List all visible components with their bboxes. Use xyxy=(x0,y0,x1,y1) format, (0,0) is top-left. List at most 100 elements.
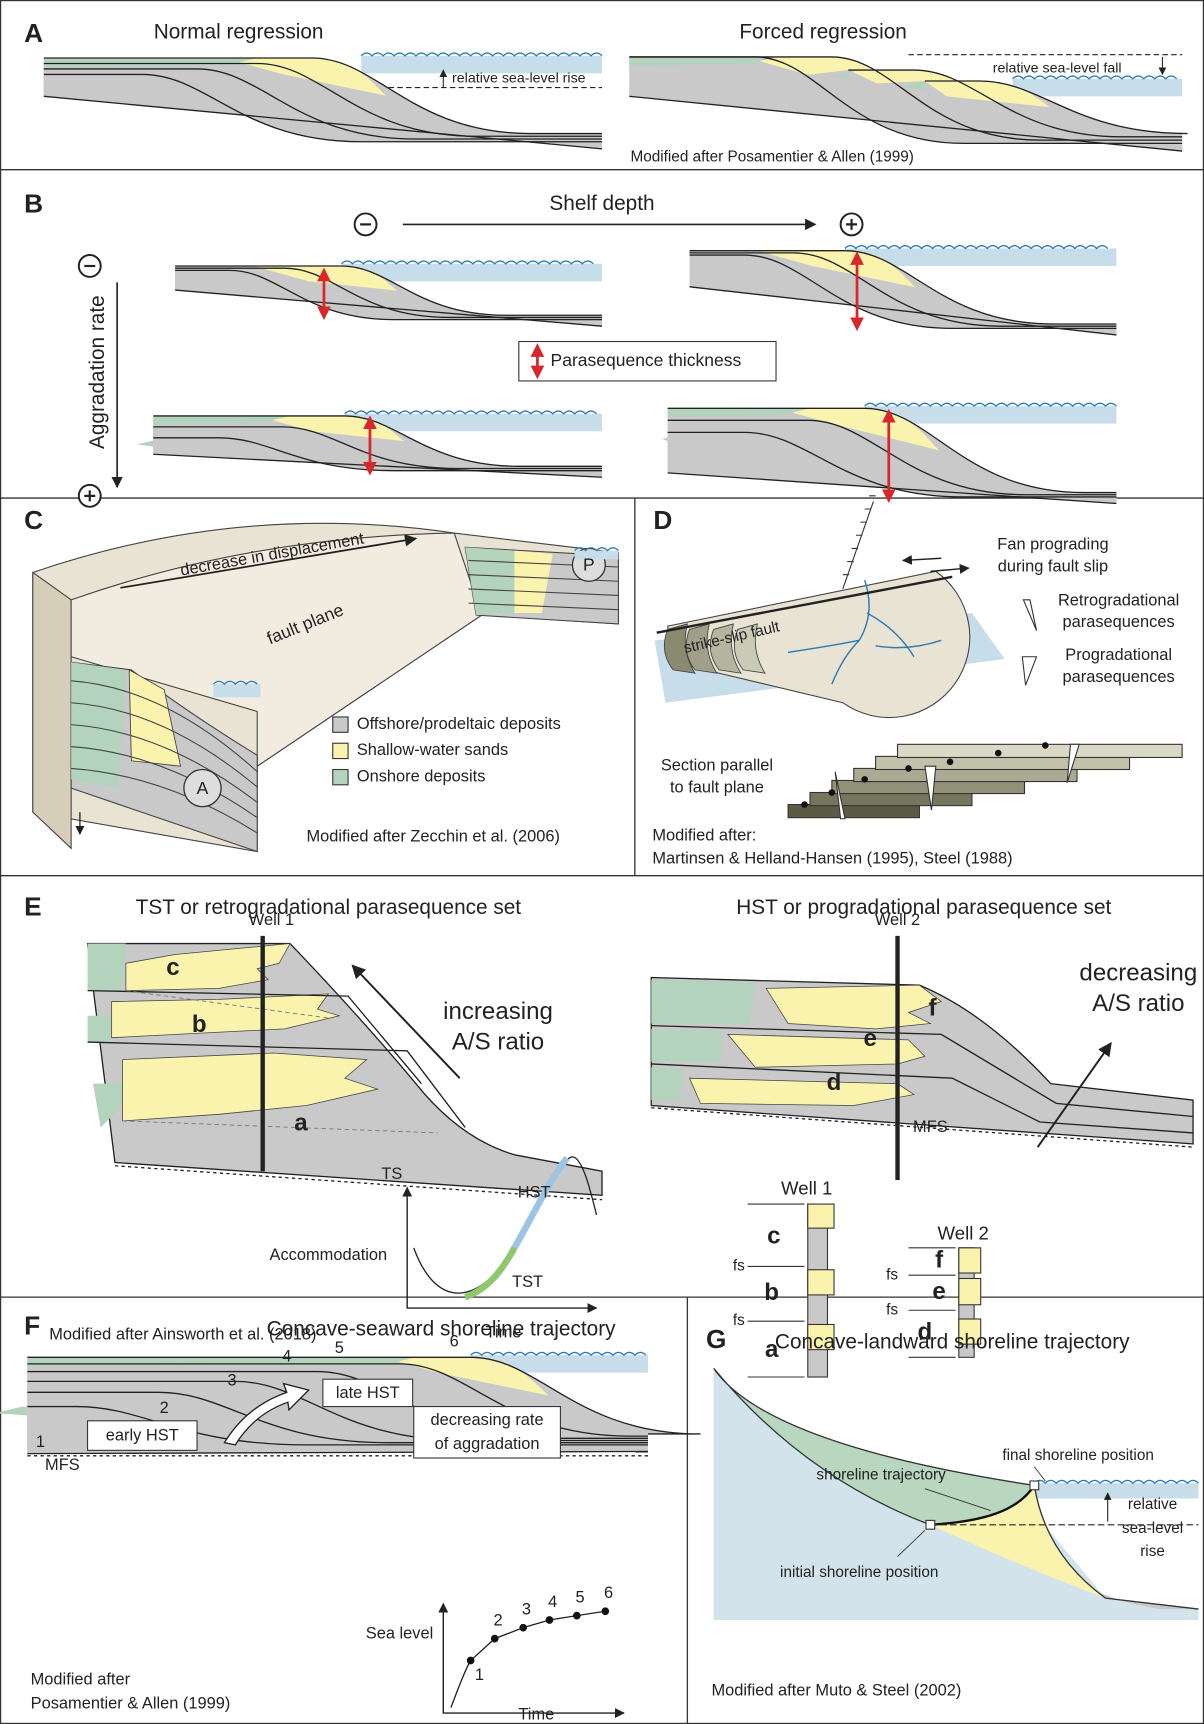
label: parasequences xyxy=(1063,668,1175,686)
label: f xyxy=(935,1246,944,1273)
section-dot xyxy=(1042,742,1049,749)
water xyxy=(574,550,619,560)
panel-label: A xyxy=(24,18,43,48)
label: 6 xyxy=(450,1332,459,1350)
onshore-deposit xyxy=(651,1067,685,1101)
section-dot xyxy=(801,801,808,808)
fault-line xyxy=(656,575,953,634)
clinoform xyxy=(175,269,602,321)
legend-swatch xyxy=(332,742,349,760)
label: Well 2 xyxy=(875,911,920,929)
credit: Martinsen & Helland-Hansen (1995), Steel… xyxy=(652,850,1012,868)
panel-title: HST or progradational parasequence set xyxy=(736,896,1111,919)
shoreface-sand xyxy=(128,669,182,767)
label-box xyxy=(87,1420,198,1451)
basal-surface xyxy=(689,286,1117,336)
onshore-deposit xyxy=(465,547,515,616)
section-dot xyxy=(905,765,912,772)
label: Well 1 xyxy=(249,911,294,929)
onshore-deposit xyxy=(667,408,810,418)
onshore-deposit xyxy=(136,437,165,447)
label: relative sea-level fall xyxy=(993,61,1122,77)
fan-lobe xyxy=(685,623,718,674)
chart-axes xyxy=(402,1186,598,1314)
credit: Modified after Muto & Steel (2002) xyxy=(711,1681,961,1699)
label: increasing xyxy=(443,998,553,1025)
panel-title: Concave-seaward shoreline trajectory xyxy=(267,1317,616,1340)
panel-title: Concave-landward shoreline trajectory xyxy=(775,1331,1130,1354)
basal-surface xyxy=(629,95,1183,152)
label: a xyxy=(765,1336,779,1363)
label: Sea level xyxy=(366,1625,433,1643)
onshore-deposit xyxy=(831,70,860,79)
label: during fault slip xyxy=(998,557,1108,575)
label: Time xyxy=(486,1324,522,1342)
sea-level-point xyxy=(490,1634,499,1643)
fault-scarp xyxy=(842,495,876,590)
log-sand xyxy=(958,1277,982,1306)
shoreface-sand xyxy=(111,993,341,1039)
transgressive-surface xyxy=(114,1165,603,1201)
fan-lobe xyxy=(709,623,742,674)
label: parasequences xyxy=(1063,613,1175,631)
wave xyxy=(844,245,1109,250)
panel-title: TST or retrogradational parasequence set xyxy=(136,896,522,919)
sea-level-curve xyxy=(450,1610,606,1708)
log-sand xyxy=(807,1203,835,1229)
pro-icon xyxy=(1021,656,1038,686)
legend-swatch xyxy=(332,716,349,733)
arrow xyxy=(120,534,418,589)
label: c xyxy=(166,954,179,981)
panel-label: G xyxy=(706,1324,726,1354)
section-dot xyxy=(861,776,868,783)
clinoform xyxy=(153,415,602,467)
key-box xyxy=(518,340,777,382)
offshore-deposit xyxy=(175,265,603,327)
clinoform xyxy=(175,265,602,316)
tst-segment xyxy=(463,1246,518,1301)
clinoform xyxy=(153,426,602,470)
retro-icon xyxy=(834,771,846,820)
shoreline-trajectory xyxy=(930,1484,1036,1526)
onshore-deposit xyxy=(651,979,756,1024)
leader-line xyxy=(897,1466,1046,1557)
sea-level-point xyxy=(601,1607,610,1616)
water xyxy=(213,684,261,698)
log-sand xyxy=(807,1323,835,1351)
log-sand xyxy=(958,1247,982,1274)
onshore-deposit xyxy=(87,1015,112,1043)
credit: Modified after Ainsworth et al. (2018) xyxy=(49,1326,316,1344)
wave xyxy=(341,260,594,265)
panel-title: Normal regression xyxy=(154,20,324,43)
arrow xyxy=(930,563,970,574)
clinoform xyxy=(667,431,1117,498)
offshore-deposit xyxy=(629,81,1188,152)
legend-swatch xyxy=(332,768,349,786)
label: relative xyxy=(1128,1496,1177,1513)
label: fs xyxy=(733,1258,745,1275)
label: Accommodation xyxy=(270,1246,388,1264)
label: 4 xyxy=(548,1593,557,1611)
shoreface-sand xyxy=(777,408,940,451)
label-box xyxy=(322,1378,414,1408)
legend-label: Offshore/prodeltaic deposits xyxy=(357,715,561,733)
strata-line xyxy=(71,724,258,803)
label: e xyxy=(932,1278,945,1305)
log-sand xyxy=(807,1269,835,1296)
flooding-surface xyxy=(87,989,466,1128)
pro-icon xyxy=(1066,743,1080,783)
label: decreasing rate xyxy=(431,1411,544,1429)
offshore-deposit xyxy=(153,415,602,478)
clinoform xyxy=(175,267,602,319)
label: decreasing xyxy=(1079,960,1197,987)
label: sea-level xyxy=(1122,1520,1183,1537)
clinoform xyxy=(27,1356,701,1435)
label: Retrogradational xyxy=(1058,591,1179,609)
label: 3 xyxy=(522,1600,531,1618)
sea-level-point xyxy=(519,1623,528,1632)
clinoform xyxy=(629,56,1183,145)
fan xyxy=(667,570,971,719)
credit: Posamentier & Allen (1999) xyxy=(31,1695,231,1713)
fault-plane xyxy=(70,532,483,768)
panel-dividers xyxy=(0,169,1204,1724)
